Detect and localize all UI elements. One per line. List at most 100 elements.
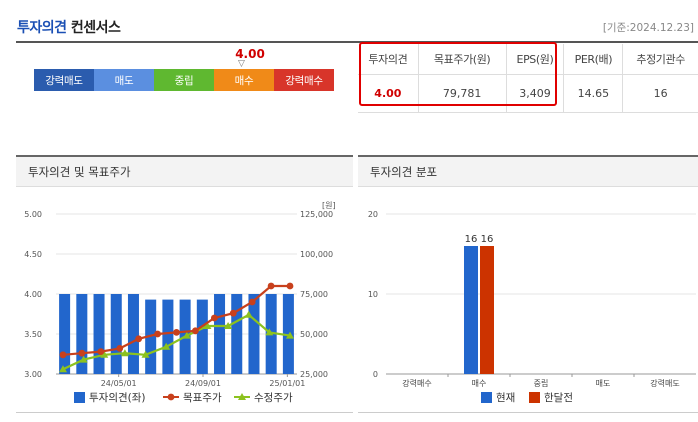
header-per: PER(배) — [563, 44, 624, 75]
as-of-date: [기준:2024.12.23] — [602, 22, 694, 34]
adjusted-price-point — [162, 342, 171, 350]
target-price-point — [192, 327, 199, 335]
opinion-bar — [196, 299, 208, 374]
opinion-bar — [110, 294, 122, 374]
opinion-marker-icon: ▽ — [238, 59, 245, 69]
adjusted-price-point — [59, 365, 67, 373]
legend-swatch-adjusted-point — [238, 393, 246, 400]
adjusted-price-point — [244, 310, 253, 318]
right-axis-tick: 100,000 — [300, 250, 333, 259]
panel-title: 투자의견 및 목표주가 — [16, 157, 353, 187]
distribution-bar — [464, 246, 478, 374]
left-axis-tick: 4.00 — [24, 290, 42, 299]
opinion-bar — [76, 294, 88, 374]
target-price-point — [173, 329, 180, 336]
cell-target-price: 79,781 — [418, 74, 507, 112]
opinion-distribution-panel: 투자의견 분포 20 10 0 강력매수 매수 16 16 중립 매도 강력매도 현재 한달전 — [358, 155, 698, 413]
opinion-target-chart: 5.00 4.50 4.00 3.50 3.00 125,000 100,000 75,000… — [24, 201, 336, 404]
target-price-point — [116, 345, 124, 352]
target-price-point — [59, 351, 67, 359]
target-price-point — [229, 309, 237, 317]
panel-title: 투자의견 분포 — [358, 157, 698, 187]
page-title: 투자의견 컨센서스 — [17, 17, 121, 37]
header-divider — [16, 41, 698, 43]
legend-label-adjusted: 수정주가 — [254, 392, 293, 404]
opinion-bar — [282, 294, 294, 374]
x-axis-tick: 24/05/01 — [101, 379, 137, 388]
opinion-segment-neutral: 중립 — [154, 69, 214, 91]
table-divider — [358, 112, 698, 113]
adjusted-price-point — [224, 322, 233, 329]
opinion-segment-strong-sell: 강력매도 — [34, 69, 94, 91]
left-axis-tick: 5.00 — [24, 210, 42, 219]
opinion-bar — [127, 294, 139, 374]
legend-swatch-current — [481, 392, 492, 403]
left-axis-tick: 4.50 — [24, 250, 42, 259]
opinion-segment-buy: 매수 — [214, 69, 274, 91]
adjusted-price-point — [265, 328, 274, 336]
right-axis-tick: 50,000 — [300, 330, 328, 339]
legend-swatch-target-point — [167, 393, 175, 401]
target-price-point — [286, 282, 294, 290]
opinion-bar — [59, 294, 71, 374]
adjusted-price-point — [79, 355, 88, 363]
opinion-bar — [231, 294, 243, 374]
target-price-point — [97, 348, 105, 355]
right-axis-tick: 75,000 — [300, 290, 328, 299]
header-eps: EPS(원) — [506, 44, 565, 75]
category-label: 매수 — [472, 379, 487, 388]
target-price-point — [248, 298, 256, 306]
opinion-bar — [162, 299, 174, 374]
cell-eps: 3,409 — [506, 74, 565, 112]
adjusted-price-point — [286, 331, 294, 339]
legend-label-month-ago: 한달전 — [544, 392, 573, 404]
table-header-row: 투자의견 목표주가(원) EPS(원) PER(배) 추정기관수 — [358, 44, 698, 75]
legend-swatch-opinion — [74, 392, 85, 403]
target-price-point — [135, 335, 143, 343]
y-axis-tick: 10 — [368, 290, 378, 299]
category-label: 중립 — [534, 379, 549, 388]
adjusted-price-point — [141, 350, 150, 358]
legend-label-opinion: 투자의견(좌) — [89, 392, 146, 404]
opinion-target-panel: 투자의견 및 목표주가 5.00 4.50 4.00 3.50 3.00 125,000 1… — [16, 155, 353, 413]
right-axis-tick: 25,000 — [300, 370, 328, 379]
legend-label-target: 목표주가 — [183, 392, 222, 404]
x-axis-tick: 24/09/01 — [185, 379, 221, 388]
distribution-bar — [480, 246, 494, 374]
bar-value-label: 16 — [481, 234, 494, 245]
title-rest: 컨센서스 — [70, 20, 121, 36]
opinion-bar — [214, 294, 226, 374]
y-axis-tick: 20 — [368, 210, 378, 219]
adjusted-price-point — [203, 322, 212, 329]
adjusted-price-point — [120, 349, 129, 357]
left-axis-tick: 3.00 — [24, 370, 42, 379]
right-axis-tick: 125,000 — [300, 210, 333, 219]
opinion-segment-sell: 매도 — [94, 69, 154, 91]
table-row: 4.00 79,781 3,409 14.65 16 — [358, 74, 698, 112]
opinion-scale-bar: 강력매도 매도 중립 매수 강력매수 — [34, 69, 334, 91]
target-price-point — [78, 349, 86, 357]
target-price-point — [210, 314, 218, 322]
y-axis-tick: 0 — [373, 370, 378, 379]
opinion-bar — [248, 294, 260, 374]
opinion-segment-strong-buy: 강력매수 — [274, 69, 334, 91]
header-institutions: 추정기관수 — [622, 44, 698, 75]
cell-institutions: 16 — [653, 86, 668, 100]
cell-per: 14.65 — [563, 74, 624, 112]
legend-swatch-month-ago — [529, 392, 540, 403]
opinion-score: 4.00 — [235, 47, 265, 61]
target-price-point — [154, 330, 161, 338]
category-label: 매도 — [596, 379, 611, 388]
x-axis-tick: 25/01/01 — [269, 379, 305, 388]
consensus-table: 투자의견 목표주가(원) EPS(원) PER(배) 추정기관수 4.00 79… — [358, 44, 698, 112]
adjusted-price-point — [182, 331, 191, 339]
header-target-price: 목표주가(원) — [418, 44, 507, 75]
legend-label-current: 현재 — [496, 392, 515, 404]
title-accent: 투자의견 — [17, 20, 67, 36]
category-label: 강력매도 — [650, 378, 679, 388]
right-axis-unit: [원] — [322, 201, 336, 210]
cell-opinion: 4.00 — [358, 74, 419, 112]
adjusted-price-point — [100, 350, 109, 358]
opinion-bar — [93, 294, 105, 374]
